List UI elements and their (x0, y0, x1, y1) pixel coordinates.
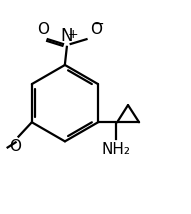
Text: N: N (61, 27, 73, 45)
Text: +: + (68, 28, 78, 40)
Text: O: O (10, 140, 22, 155)
Text: NH₂: NH₂ (102, 142, 131, 157)
Text: O: O (37, 22, 49, 37)
Text: −: − (92, 17, 104, 31)
Text: O: O (90, 22, 102, 37)
